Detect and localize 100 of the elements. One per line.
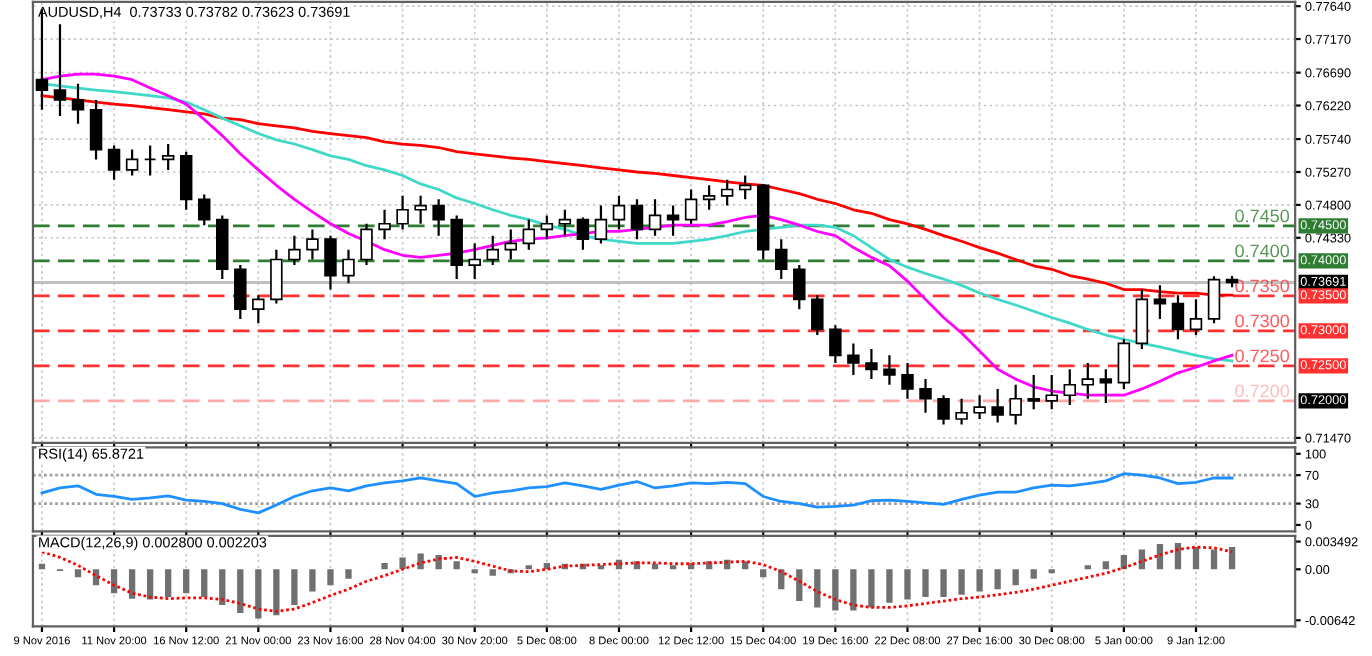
candlestick [161, 142, 175, 172]
bar [1174, 543, 1182, 570]
candlestick [865, 347, 878, 381]
candlestick [955, 397, 968, 426]
candlestick [1081, 361, 1095, 400]
annotation: 0.7200 [1235, 384, 1290, 398]
bar [760, 569, 767, 578]
bar [201, 569, 208, 598]
candlestick [1063, 368, 1077, 407]
candlestick [847, 342, 860, 377]
bar [237, 569, 244, 613]
candlestick [630, 198, 644, 241]
candlestick [793, 263, 806, 311]
candlestick [234, 263, 247, 321]
bar [976, 569, 983, 592]
annotation: 0.7350 [1235, 279, 1290, 293]
candlestick [504, 228, 518, 261]
candlestick [288, 234, 301, 267]
bar [796, 569, 803, 602]
candlestick [1135, 288, 1149, 351]
candlestick [1207, 275, 1221, 325]
candlestick [702, 184, 716, 211]
candlestick [197, 193, 211, 227]
candlestick [919, 378, 932, 414]
bar [399, 557, 406, 570]
candlestick [125, 148, 139, 177]
candlestick [71, 82, 85, 125]
bar [146, 569, 154, 600]
candlestick [720, 178, 734, 207]
bar [327, 569, 334, 586]
candlestick [612, 194, 626, 231]
bar [255, 569, 262, 619]
candlestick [522, 218, 536, 251]
candlestick [775, 238, 788, 281]
bar [904, 569, 911, 600]
candlestick [648, 198, 662, 237]
candlestick [684, 188, 698, 225]
annotation: 0.7250 [1235, 349, 1290, 363]
candlestick [179, 150, 193, 211]
candlestick [468, 242, 481, 281]
candlestick [1045, 373, 1058, 411]
candlestick [576, 216, 590, 251]
bar [832, 569, 839, 611]
candlestick [991, 387, 1004, 424]
bar [850, 569, 857, 611]
bar [219, 569, 226, 606]
candlestick [396, 194, 409, 231]
candlestick [1099, 368, 1113, 405]
candlestick [1171, 294, 1185, 341]
candlestick [811, 294, 824, 337]
candlestick [270, 248, 283, 305]
bar [435, 555, 442, 570]
bar [273, 569, 280, 616]
bar [886, 569, 893, 603]
annotation: 0.7300 [1235, 314, 1290, 328]
bar [994, 569, 1001, 590]
candlestick [901, 361, 914, 400]
candlestick [1009, 383, 1022, 426]
candlestick [1117, 338, 1131, 391]
bar [1102, 561, 1109, 570]
candlestick [738, 174, 752, 201]
candlestick [594, 204, 608, 245]
candlestick [53, 23, 67, 118]
candlestick [342, 248, 355, 285]
candlestick [360, 222, 373, 267]
bar [110, 569, 118, 594]
bar [922, 569, 929, 598]
candlestick [324, 234, 337, 291]
candlestick [378, 208, 391, 241]
candlestick [540, 214, 554, 241]
bar [814, 569, 821, 608]
bar [1210, 549, 1218, 570]
candlestick [107, 144, 121, 181]
candlestick [252, 294, 265, 325]
candlestick [432, 198, 445, 237]
bar [345, 569, 352, 579]
bar [489, 569, 496, 576]
bar [165, 569, 172, 598]
candlestick [143, 144, 157, 177]
bar [309, 569, 316, 592]
bar [958, 569, 965, 595]
bar [74, 569, 82, 578]
candlestick [450, 214, 463, 281]
annotation: 0.7450 [1235, 209, 1290, 223]
bar [940, 569, 947, 598]
bar [128, 569, 136, 599]
bar [1012, 569, 1019, 586]
bar [868, 569, 875, 608]
candlestick [937, 394, 950, 426]
bar [778, 569, 785, 590]
bar [453, 561, 460, 570]
annotation: 0.7400 [1235, 244, 1290, 258]
candlestick [829, 324, 842, 365]
candlestick [89, 98, 103, 161]
candlestick [558, 208, 572, 237]
candlestick [414, 194, 427, 225]
candlestick [883, 354, 896, 386]
candlestick [486, 234, 499, 267]
line-series [40, 472, 1234, 515]
bar [381, 562, 388, 570]
